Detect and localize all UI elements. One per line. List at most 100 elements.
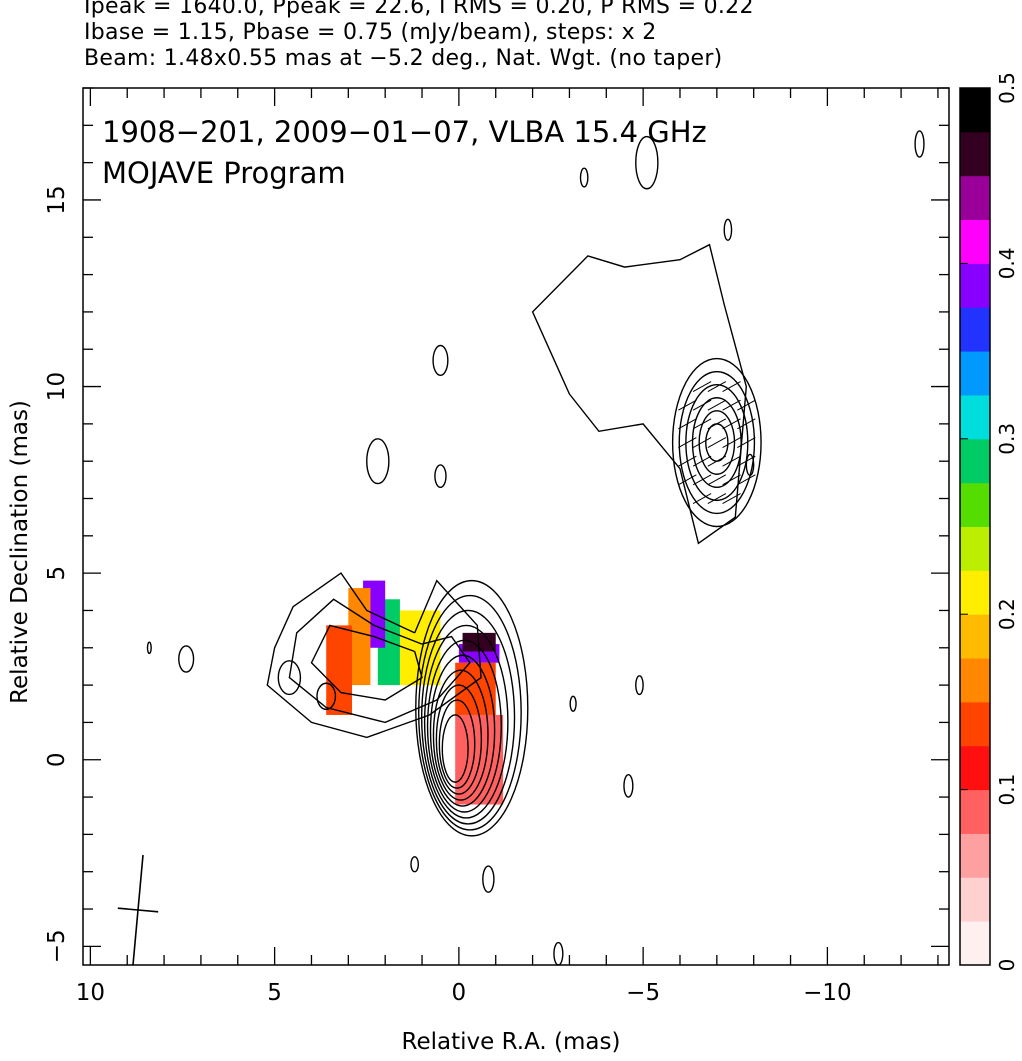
evpa-vector (722, 474, 741, 486)
colorbar-band (960, 88, 990, 133)
core-contour (432, 669, 489, 801)
colorbar-band (960, 789, 990, 834)
jet-contour (310, 624, 423, 701)
colorbar-band (960, 526, 990, 571)
noise-contour (432, 344, 449, 377)
colorbar-tick-label: 0.2 (995, 598, 1019, 630)
fractional-polarization-layer (326, 580, 504, 805)
colorbar-band (960, 833, 990, 878)
knot-contour (671, 357, 762, 528)
evpa-vector (707, 418, 727, 430)
colorbar-band (960, 482, 990, 527)
evpa-vector (678, 437, 697, 448)
noise-contour (635, 675, 644, 696)
beam-minor-axis (117, 907, 159, 913)
evpa-vector (692, 418, 712, 430)
colorbar-band (960, 263, 990, 308)
evpa-vector (722, 493, 741, 504)
x-tick-label: 5 (267, 980, 282, 1006)
evpa-vector (737, 455, 756, 467)
noise-contour (914, 130, 925, 158)
evpa-vector (722, 399, 741, 411)
x-axis-label: Relative R.A. (mas) (401, 1029, 621, 1055)
noise-contour (434, 464, 447, 489)
x-tick-label: 10 (76, 980, 105, 1006)
noise-contour (277, 660, 302, 696)
colorbar-band (960, 921, 990, 966)
evpa-vector (692, 455, 712, 467)
colorbar-band (960, 307, 990, 352)
evpa-vectors (678, 381, 756, 504)
evpa-vector (737, 418, 756, 430)
evpa-vector (692, 381, 712, 392)
evpa-vector (692, 474, 712, 486)
evpa-vector (722, 455, 741, 467)
core-contour (426, 639, 502, 813)
colorbar-tick-label: 0 (995, 959, 1019, 972)
evpa-vector (722, 418, 741, 430)
extended-jet-contour (531, 243, 748, 545)
colorbar-band (960, 394, 990, 440)
knot-contour (685, 383, 749, 502)
colorbar-frame (959, 87, 991, 966)
colorbar-band (960, 219, 990, 264)
colorbar-band (960, 745, 990, 791)
knot-contour (678, 370, 756, 515)
colorbar-tick-label: 0.4 (995, 247, 1019, 279)
colorbar-tick-label: 0.1 (995, 774, 1019, 806)
evpa-vector (678, 474, 697, 486)
y-tick-label: −5 (44, 929, 70, 963)
colorbar-band (960, 131, 990, 177)
core-contour (429, 654, 496, 807)
core-contour (438, 699, 476, 789)
evpa-vector (737, 474, 756, 486)
map-subtitle: MOJAVE Program (102, 156, 346, 190)
axis-ticks (83, 87, 949, 965)
noise-contour (745, 453, 755, 477)
evpa-vector (722, 381, 741, 392)
noise-contour (482, 865, 495, 893)
evpa-vector (692, 493, 712, 504)
knot-contour (691, 397, 742, 489)
evpa-vector (707, 455, 727, 467)
core-contour (418, 594, 522, 831)
noise-contour (635, 135, 659, 190)
jet-contour (288, 598, 471, 724)
y-tick-label: 0 (44, 752, 70, 767)
header-line-1: Ipeak = 1640.0, Ppeak = 22.6, I RMS = 0.… (84, 0, 754, 19)
colorbar-band (960, 614, 990, 659)
evpa-vector (737, 399, 756, 411)
noise-contour (553, 941, 564, 966)
y-tick-label: 5 (44, 566, 70, 581)
evpa-vector (692, 437, 712, 448)
x-tick-label: −5 (626, 980, 660, 1006)
evpa-vector (678, 418, 697, 430)
evpa-vector (722, 437, 741, 448)
x-tick-label: −10 (803, 980, 852, 1006)
evpa-vector (678, 455, 697, 467)
noise-contour (579, 167, 589, 188)
map-title: 1908−201, 2009−01−07, VLBA 15.4 GHz (102, 115, 707, 149)
colorbar-band (960, 701, 990, 747)
evpa-vector (707, 493, 727, 504)
noise-contour (316, 682, 337, 711)
evpa-vector (678, 399, 697, 411)
noise-contour (366, 438, 390, 485)
evpa-vector (737, 437, 756, 448)
evpa-vector (692, 399, 712, 411)
noise-contour (178, 645, 195, 673)
jet-contour (266, 572, 482, 739)
evpa-vector (707, 474, 727, 486)
colorbar-tick-label: 0.5 (995, 72, 1019, 104)
total-intensity-contours (146, 130, 925, 966)
core-contour (441, 714, 469, 783)
plot-header: Ipeak = 1640.0, Ppeak = 22.6, I RMS = 0.… (84, 0, 984, 72)
noise-contour (723, 218, 733, 241)
noise-contour (146, 641, 152, 655)
header-line-3: Beam: 1.48x0.55 mas at −5.2 deg., Nat. W… (84, 46, 723, 71)
evpa-vector (707, 399, 727, 411)
core-contour (415, 579, 529, 837)
evpa-vector (707, 381, 727, 392)
colorbar-band (960, 351, 990, 396)
